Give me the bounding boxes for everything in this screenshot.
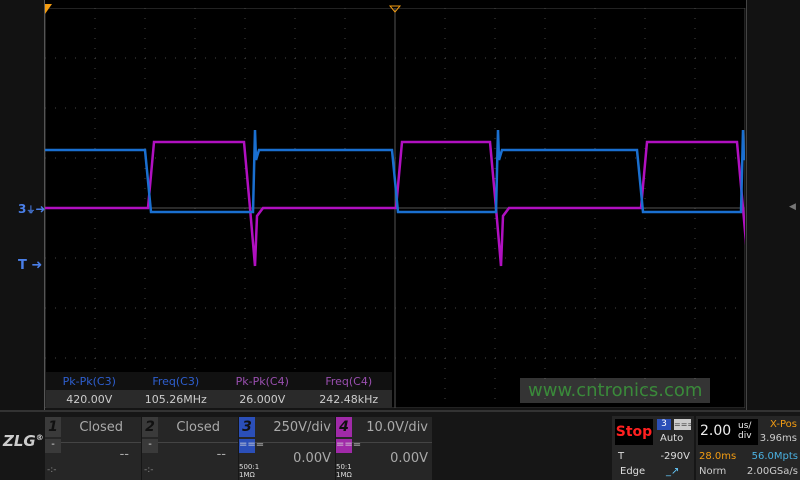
impedance: 1MΩ xyxy=(336,471,352,479)
channel-3-coupling[interactable]: === xyxy=(239,439,264,453)
meas-header: Pk-Pk(C3) xyxy=(62,374,116,388)
sample-rate: 2.00GSa/s xyxy=(746,466,798,477)
channel-2-panel[interactable]: 2 - Closed -- -:- xyxy=(142,417,238,480)
xpos-value: 3.96ms xyxy=(759,433,797,444)
rising-edge-icon: _↗ xyxy=(666,466,680,477)
trigger-source[interactable]: 3 xyxy=(657,419,671,430)
meas-header: Freq(C3) xyxy=(152,374,200,388)
channel-4-number[interactable]: 4 xyxy=(336,417,352,437)
unit-bottom: div xyxy=(738,431,752,441)
trigger-type[interactable]: Edge xyxy=(620,466,646,477)
status-bar: ZLG® 1 - Closed -- -:- 2 - Closed -- -:-… xyxy=(0,410,800,480)
trigger-coupling[interactable]: === xyxy=(674,419,691,430)
ground-icon: ⏚ xyxy=(26,206,36,216)
trigger-position-marker-icon[interactable] xyxy=(45,4,52,14)
channel-4-probe: 50:1 1MΩ xyxy=(336,463,352,479)
trigger-mode[interactable]: Auto xyxy=(660,433,684,444)
timebase-panel[interactable]: 2.00 us/div X-Pos 3.96ms 28.0ms 56.0Mpts… xyxy=(696,416,800,480)
channel-3-probe: 500:1 1MΩ xyxy=(239,463,259,479)
timebase-value: 2.00 xyxy=(700,423,732,439)
time-span: 28.0ms xyxy=(699,451,737,462)
xpos-label: X-Pos xyxy=(770,419,797,430)
channel-4-offset: 0.00V xyxy=(390,451,428,466)
channel-2-number[interactable]: 2 xyxy=(142,417,158,437)
watermark: www.cntronics.com xyxy=(520,378,711,403)
channel-1-panel[interactable]: 1 - Closed -- -:- xyxy=(45,417,141,480)
channel-1-number[interactable]: 1 xyxy=(45,417,61,437)
top-markers xyxy=(45,4,402,14)
top-marker-bar xyxy=(45,0,746,8)
channel-2-offset: -- xyxy=(216,447,226,462)
meas-header: Freq(C4) xyxy=(325,374,373,388)
meas-value: 242.48kHz xyxy=(319,392,379,406)
channel-3-scale: 250V/div xyxy=(273,420,331,435)
left-marker-strip: 3⏚➜ T ➜ xyxy=(0,0,45,410)
acquisition-mode[interactable]: Norm xyxy=(699,466,727,477)
trigger-level: -290V xyxy=(660,451,690,462)
logo-text: ZLG xyxy=(3,432,36,450)
ch3-offset-marker[interactable]: 3⏚➜ xyxy=(18,202,46,216)
divider xyxy=(61,442,141,443)
ch3-trace xyxy=(45,129,745,214)
meas-value: 105.26MHz xyxy=(144,392,207,406)
divider xyxy=(352,442,432,443)
measurement-panel: Pk-Pk(C3) Freq(C3) Pk-Pk(C4) Freq(C4) 42… xyxy=(46,372,392,408)
meas-value: 26.000V xyxy=(239,392,286,406)
channel-3-offset: 0.00V xyxy=(293,451,331,466)
trigger-marker-label: T xyxy=(18,258,27,273)
ch3-marker-label: 3 xyxy=(18,202,27,216)
timebase-unit: us/div xyxy=(738,421,752,441)
waveform-display[interactable] xyxy=(45,8,745,408)
trigger-label: T xyxy=(618,451,625,462)
center-time-marker-icon[interactable] xyxy=(388,5,402,13)
channel-4-scale: 10.0V/div xyxy=(366,420,428,435)
meas-value: 420.00V xyxy=(66,392,113,406)
channel-4-panel[interactable]: 4 === 10.0V/div 0.00V 50:1 1MΩ xyxy=(336,417,432,480)
channel-1-offset: -- xyxy=(119,447,129,462)
channel-2-coupling[interactable]: - xyxy=(142,439,158,453)
unit-top: us/ xyxy=(738,421,752,431)
channel-2-probe: -:- xyxy=(144,465,154,475)
meas-header: Pk-Pk(C4) xyxy=(235,374,289,388)
memory-depth: 56.0Mpts xyxy=(751,451,798,462)
channel-3-number[interactable]: 3 xyxy=(239,417,255,437)
right-strip: ◀ xyxy=(746,0,800,410)
timebase-scale[interactable]: 2.00 us/div xyxy=(698,419,758,445)
channel-4-coupling[interactable]: === xyxy=(336,439,361,453)
probe-ratio: 50:1 xyxy=(336,463,352,471)
zlg-logo: ZLG® xyxy=(3,432,44,450)
channel-1-state: Closed xyxy=(79,420,123,435)
divider xyxy=(158,442,238,443)
expand-arrow-icon[interactable]: ◀ xyxy=(789,202,796,212)
impedance: 1MΩ xyxy=(239,471,255,479)
trigger-level-marker[interactable]: T ➜ xyxy=(18,258,43,273)
trigger-panel[interactable]: Stop 3 === Auto T -290V Edge _↗ xyxy=(612,416,694,480)
run-stop-button[interactable]: Stop xyxy=(615,419,653,445)
divider xyxy=(255,442,335,443)
channel-2-state: Closed xyxy=(176,420,220,435)
registered-icon: ® xyxy=(35,433,44,442)
channel-3-panel[interactable]: 3 === 250V/div 0.00V 500:1 1MΩ xyxy=(239,417,335,480)
channel-1-coupling[interactable]: - xyxy=(45,439,61,453)
probe-ratio: 500:1 xyxy=(239,463,260,471)
channel-1-probe: -:- xyxy=(47,465,57,475)
